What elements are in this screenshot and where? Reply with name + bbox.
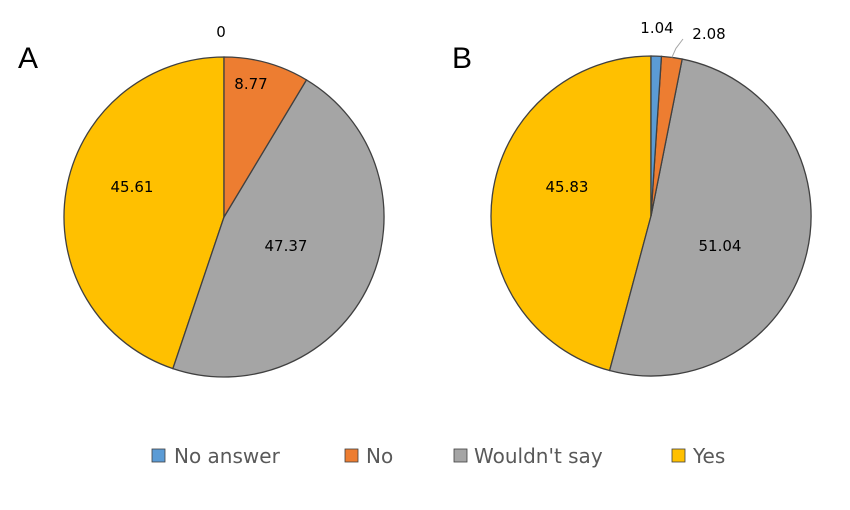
legend-swatch-yes (671, 448, 686, 463)
data-label-yes: 45.61 (111, 178, 154, 196)
pie-panel-a: A 0 8.77 47.37 45.61 (18, 23, 385, 378)
legend-label-yes: Yes (692, 444, 725, 468)
data-label-no: 2.08 (692, 25, 725, 43)
legend-swatch-no (344, 448, 359, 463)
legend-item-no-answer: No answer (151, 444, 281, 468)
legend-swatch-no-answer (151, 448, 166, 463)
pie-panel-b: B 1.04 2.08 51.04 45.83 (452, 19, 812, 377)
data-label-no: 8.77 (234, 75, 267, 93)
data-label-wouldnt-say: 47.37 (265, 237, 308, 255)
legend-item-wouldnt-say: Wouldn't say (453, 444, 603, 468)
pie-slice-no (223, 56, 308, 220)
data-label-no-answer: 0 (216, 23, 226, 41)
data-label-no-answer: 1.04 (640, 19, 673, 37)
leader-line-no (671, 38, 684, 58)
legend: No answer No Wouldn't say Yes (151, 444, 725, 468)
legend-label-no-answer: No answer (174, 444, 281, 468)
legend-label-wouldnt-say: Wouldn't say (474, 444, 603, 468)
panel-label-b: B (452, 42, 472, 75)
panel-label-a: A (18, 42, 38, 75)
legend-label-no: No (366, 444, 393, 468)
legend-item-no: No (344, 444, 393, 468)
legend-swatch-wouldnt-say (453, 448, 468, 463)
pie-slice-yes (63, 56, 225, 370)
data-label-wouldnt-say: 51.04 (699, 237, 742, 255)
pie-slice-no-answer (650, 55, 663, 217)
data-label-yes: 45.83 (546, 178, 589, 196)
pie-slice-yes (490, 55, 652, 372)
pie-slice-wouldnt-say (172, 78, 385, 378)
legend-item-yes: Yes (671, 444, 725, 468)
pie-slice-wouldnt-say (608, 58, 812, 377)
